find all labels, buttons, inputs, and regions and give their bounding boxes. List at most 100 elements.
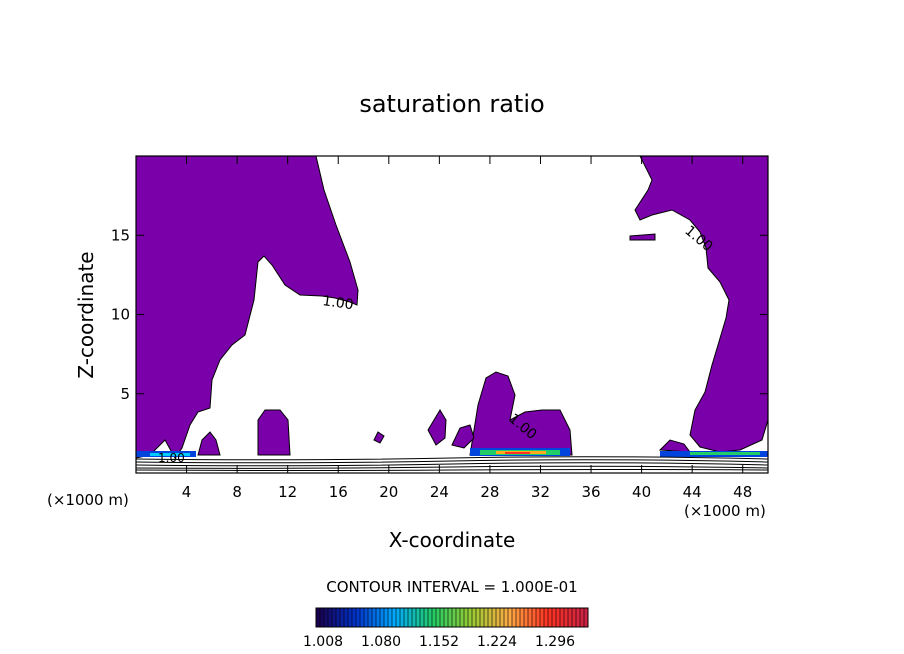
colorbar-cell	[568, 608, 572, 627]
y-unit-label: (×1000 m)	[684, 502, 766, 520]
colorbar-cell	[336, 608, 340, 627]
colorbar-cell	[492, 608, 496, 627]
x-tick-label: 36	[581, 483, 600, 501]
colorbar-cell	[548, 608, 552, 627]
x-tick-label: 16	[329, 483, 348, 501]
colorbar-cell	[520, 608, 524, 627]
y-tick-label: 15	[111, 226, 130, 244]
region-blob-7	[629, 233, 656, 241]
colorbar-cell	[460, 608, 464, 627]
y-axis-label: Z-coordinate	[74, 251, 98, 378]
x-tick-label: 32	[531, 483, 550, 501]
colorbar-cell	[340, 608, 344, 627]
colorbar-cell	[420, 608, 424, 627]
contour-label: 1.00	[321, 293, 354, 313]
colorbar-cell	[564, 608, 568, 627]
colorbar-cell	[572, 608, 576, 627]
colorbar-cell	[320, 608, 324, 627]
colorbar-cell	[400, 608, 404, 627]
colorbar-cell	[368, 608, 372, 627]
colorbar-cell	[472, 608, 476, 627]
colorbar-tick-label: 1.152	[419, 634, 459, 650]
colorbar-cell	[328, 608, 332, 627]
colorbar-cell	[456, 608, 460, 627]
region-blob-4	[427, 409, 447, 446]
colorbar-cell	[332, 608, 336, 627]
colorbar-cell	[364, 608, 368, 627]
surface-contours	[136, 456, 768, 471]
y-tick-label: 5	[120, 385, 130, 403]
colorbar-cell	[432, 608, 436, 627]
colorbar-cell	[412, 608, 416, 627]
colorbar-cell	[516, 608, 520, 627]
colorbar-cell	[536, 608, 540, 627]
colorbar-cell	[392, 608, 396, 627]
contour-interval: CONTOUR INTERVAL = 1.000E-01	[326, 578, 577, 596]
colorbar-cell	[496, 608, 500, 627]
colorbar-cell	[324, 608, 328, 627]
region-blob-2	[197, 431, 221, 456]
colorbar-cell	[468, 608, 472, 627]
colorbar-cell	[476, 608, 480, 627]
colorbar-cell	[408, 608, 412, 627]
chart-title: saturation ratio	[359, 90, 544, 118]
x-tick-label: 8	[232, 483, 242, 501]
colorbar-cell	[480, 608, 484, 627]
colorbar-cell	[404, 608, 408, 627]
region-blob-8	[658, 439, 692, 453]
surface-layer	[136, 448, 768, 457]
colorbar-cell	[540, 608, 544, 627]
colorbar-cell	[348, 608, 352, 627]
y-tick-label: 10	[111, 306, 130, 324]
colorbar-cell	[488, 608, 492, 627]
colorbar-cell	[396, 608, 400, 627]
x-tick-label: 28	[480, 483, 499, 501]
colorbar-cell	[444, 608, 448, 627]
plot-area: 1.00 1.00 1.00 1.00	[136, 156, 768, 471]
x-axis-label: X-coordinate	[389, 528, 516, 552]
colorbar-cell	[504, 608, 508, 627]
x-tick-label: 44	[683, 483, 702, 501]
region-blob-6	[373, 431, 385, 444]
colorbar-cell	[372, 608, 376, 627]
x-tick-label: 48	[733, 483, 752, 501]
colorbar-cell	[344, 608, 348, 627]
colorbar-cell	[352, 608, 356, 627]
colorbar-cell	[464, 608, 468, 627]
colorbar-cell	[584, 608, 588, 627]
colorbar-cell	[388, 608, 392, 627]
colorbar-cell	[440, 608, 444, 627]
colorbar-cell	[556, 608, 560, 627]
x-tick-label: 12	[278, 483, 297, 501]
x-unit-label: (×1000 m)	[47, 491, 129, 509]
colorbar-cell	[424, 608, 428, 627]
colorbar-tick-label: 1.296	[535, 634, 575, 650]
x-tick-label: 40	[632, 483, 651, 501]
colorbar-cell	[316, 608, 320, 627]
colorbar-cell	[528, 608, 532, 627]
colorbar-frame	[315, 607, 589, 628]
colorbar-cell	[376, 608, 380, 627]
saturation-regions	[136, 156, 768, 459]
colorbar-cell	[560, 608, 564, 627]
region-blob-5	[451, 424, 475, 449]
colorbar-cell	[580, 608, 584, 627]
colorbar-tick-label: 1.008	[303, 634, 343, 650]
region-blob-1	[257, 409, 291, 456]
colorbar-cell	[384, 608, 388, 627]
x-tick-label: 4	[182, 483, 192, 501]
colorbar-cell	[508, 608, 512, 627]
colorbar-cell	[524, 608, 528, 627]
colorbar: 1.008 1.080 1.152 1.224 1.296	[303, 608, 588, 650]
colorbar-cell	[484, 608, 488, 627]
x-tick-label: 24	[430, 483, 449, 501]
colorbar-cell	[532, 608, 536, 627]
colorbar-cell	[500, 608, 504, 627]
colorbar-cell	[452, 608, 456, 627]
colorbar-tick-label: 1.224	[477, 634, 517, 650]
colorbar-cell	[544, 608, 548, 627]
colorbar-cell	[416, 608, 420, 627]
colorbar-cell	[552, 608, 556, 627]
